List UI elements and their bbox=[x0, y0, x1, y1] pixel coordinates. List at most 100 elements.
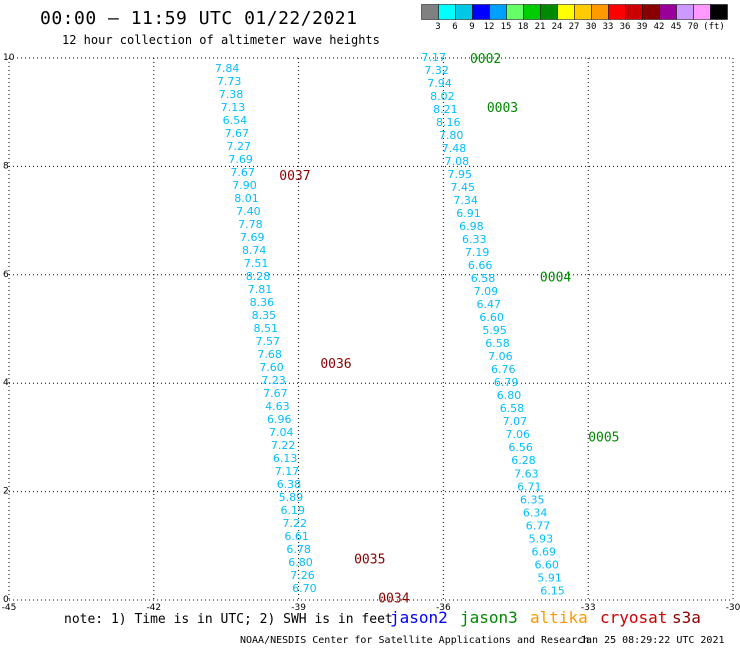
wave-height-value: 6.19 bbox=[281, 504, 306, 517]
wave-height-value: 7.95 bbox=[448, 168, 473, 181]
wave-height-value: 6.60 bbox=[479, 311, 504, 324]
wave-height-value: 7.06 bbox=[505, 428, 530, 441]
wave-height-value: 7.32 bbox=[424, 64, 449, 77]
colorbar-label: 39 bbox=[636, 22, 648, 32]
page-subtitle: 12 hour collection of altimeter wave hei… bbox=[62, 33, 380, 47]
wave-height-value: 7.63 bbox=[514, 467, 539, 480]
wave-height-value: 7.60 bbox=[259, 361, 284, 374]
wave-height-value: 5.91 bbox=[537, 571, 562, 584]
footnote: note: 1) Time is in UTC; 2) SWH is in fe… bbox=[64, 612, 393, 627]
wave-height-value: 6.47 bbox=[477, 298, 502, 311]
wave-height-value: 7.67 bbox=[230, 166, 255, 179]
wave-height-value: 8.35 bbox=[252, 309, 277, 322]
lat-tick-label: 0 bbox=[3, 595, 9, 605]
wave-height-value: 7.23 bbox=[261, 374, 286, 387]
lat-tick-label: 2 bbox=[3, 487, 9, 497]
colorbar-label: 30 bbox=[585, 22, 597, 32]
wave-height-value: 6.13 bbox=[273, 452, 298, 465]
wave-height-value: 6.61 bbox=[284, 530, 309, 543]
satellite-legend-altika: altika bbox=[530, 608, 588, 627]
wave-height-value: 6.70 bbox=[292, 582, 317, 595]
colorbar-label: 42 bbox=[653, 22, 665, 32]
wave-height-value: 6.98 bbox=[459, 220, 484, 233]
colorbar-label: 6 bbox=[452, 22, 458, 32]
colorbar-label: 9 bbox=[469, 22, 475, 32]
wave-height-value: 8.36 bbox=[250, 296, 275, 309]
wave-height-value: 7.17 bbox=[421, 51, 446, 64]
lon-tick-label: -42 bbox=[146, 603, 161, 613]
colorbar-label: 18 bbox=[517, 22, 529, 32]
satellite-legend-cryosat: cryosat bbox=[600, 608, 668, 627]
colorbar-swatch bbox=[710, 4, 728, 20]
wave-height-value: 7.19 bbox=[465, 246, 490, 259]
wave-height-value: 8.28 bbox=[246, 270, 271, 283]
wave-height-value: 6.35 bbox=[520, 493, 545, 506]
wave-height-value: 7.22 bbox=[271, 439, 296, 452]
wave-height-value: 7.69 bbox=[228, 153, 253, 166]
wave-height-value: 7.90 bbox=[232, 179, 257, 192]
pass-time-label: 0005 bbox=[588, 430, 619, 445]
wave-height-value: 5.95 bbox=[482, 324, 507, 337]
wave-height-value: 6.28 bbox=[511, 454, 536, 467]
colorbar-label: 24 bbox=[551, 22, 563, 32]
wave-height-value: 7.40 bbox=[236, 205, 261, 218]
colorbar-label: 33 bbox=[602, 22, 614, 32]
pass-time-label: 0002 bbox=[470, 52, 501, 67]
wave-height-value: 7.67 bbox=[225, 127, 250, 140]
wave-height-value: 8.01 bbox=[234, 192, 259, 205]
page-title: 00:00 – 11:59 UTC 01/22/2021 bbox=[40, 8, 358, 29]
wave-height-value: 7.78 bbox=[238, 218, 263, 231]
colorbar-label: 27 bbox=[568, 22, 580, 32]
wave-height-value: 7.45 bbox=[450, 181, 475, 194]
colorbar-label: 21 bbox=[534, 22, 546, 32]
wave-height-value: 7.51 bbox=[244, 257, 269, 270]
wave-height-value: 8.21 bbox=[433, 103, 458, 116]
wave-height-value: 7.04 bbox=[269, 426, 294, 439]
wave-height-value: 4.63 bbox=[265, 400, 290, 413]
lat-tick-label: 8 bbox=[3, 161, 9, 171]
pass-time-label: 0036 bbox=[320, 357, 351, 372]
wave-height-value: 7.27 bbox=[226, 140, 251, 153]
wave-height-value: 7.84 bbox=[215, 62, 240, 75]
colorbar-label: 3 bbox=[435, 22, 441, 32]
wave-height-value: 6.78 bbox=[286, 543, 311, 556]
lon-tick-label: -45 bbox=[2, 603, 17, 613]
wave-height-value: 6.58 bbox=[485, 337, 510, 350]
wave-height-value: 6.91 bbox=[456, 207, 481, 220]
wave-height-value: 7.48 bbox=[442, 142, 467, 155]
wave-height-value: 8.16 bbox=[436, 116, 461, 129]
colorbar-label: (ft) bbox=[703, 22, 725, 32]
wave-height-value: 5.89 bbox=[279, 491, 304, 504]
wave-height-value: 6.58 bbox=[471, 272, 496, 285]
colorbar-label: 12 bbox=[483, 22, 495, 32]
lon-tick-label: -33 bbox=[581, 603, 596, 613]
wave-height-value: 7.09 bbox=[474, 285, 499, 298]
colorbar-swatches bbox=[421, 4, 728, 20]
colorbar-label: 45 bbox=[670, 22, 682, 32]
colorbar-label: 15 bbox=[500, 22, 512, 32]
wave-height-value: 7.67 bbox=[263, 387, 288, 400]
wave-height-value: 7.06 bbox=[488, 350, 513, 363]
wave-height-value: 6.56 bbox=[508, 441, 533, 454]
lat-tick-label: 4 bbox=[3, 378, 9, 388]
credit-text: NOAA/NESDIS Center for Satellite Applica… bbox=[240, 635, 590, 646]
colorbar-label: 70 bbox=[687, 22, 699, 32]
wave-height-value: 7.38 bbox=[219, 88, 244, 101]
wave-height-value: 6.15 bbox=[540, 584, 565, 597]
wave-height-value: 7.57 bbox=[255, 335, 280, 348]
wave-height-value: 8.51 bbox=[254, 322, 279, 335]
wave-height-value: 6.80 bbox=[288, 556, 313, 569]
wave-height-value: 7.22 bbox=[282, 517, 307, 530]
lat-tick-label: 6 bbox=[3, 270, 9, 280]
wave-height-value: 6.80 bbox=[497, 389, 522, 402]
timestamp-text: Jan 25 08:29:22 UTC 2021 bbox=[580, 635, 725, 646]
lon-tick-label: -39 bbox=[291, 603, 306, 613]
wave-height-value: 6.77 bbox=[526, 519, 551, 532]
wave-height-value: 6.69 bbox=[532, 545, 557, 558]
wave-height-value: 7.07 bbox=[503, 415, 528, 428]
wave-height-value: 7.73 bbox=[217, 75, 242, 88]
pass-time-label: 0003 bbox=[487, 101, 518, 116]
wave-height-value: 6.54 bbox=[223, 114, 248, 127]
satellite-legend-s3a: s3a bbox=[672, 608, 701, 627]
